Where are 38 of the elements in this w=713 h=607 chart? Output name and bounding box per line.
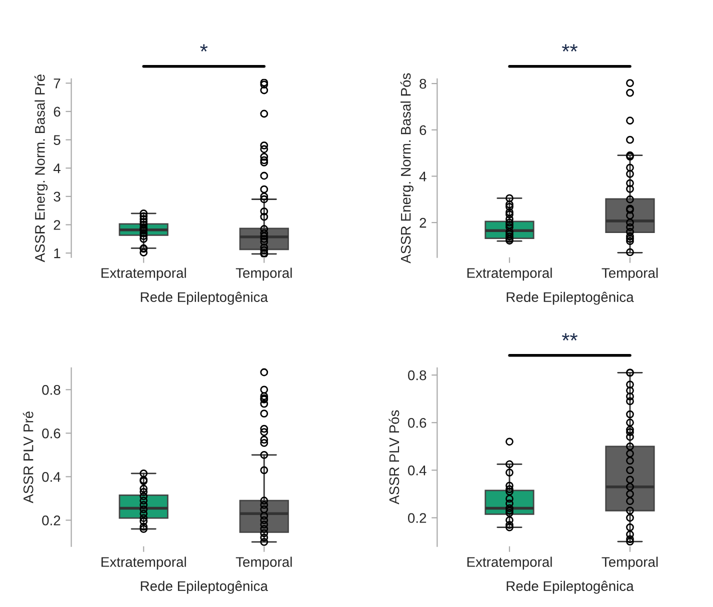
y-tick-label: 7 xyxy=(54,78,60,88)
x-tick-label: Extratemporal xyxy=(467,268,552,281)
y-tick-label: 0.8 xyxy=(42,384,60,395)
y-axis-title: ASSR Energ. Norm. Basal Pré xyxy=(34,74,48,262)
y-tick-label: 0.8 xyxy=(408,370,426,380)
y-tick-label: 0.6 xyxy=(408,418,426,428)
y-axis-title: ASSR PLV Pós xyxy=(388,410,400,504)
y-tick-label: 8 xyxy=(420,78,426,89)
x-tick-label: Extratemporal xyxy=(467,556,552,570)
y-tick-label: 0.6 xyxy=(42,428,60,438)
y-tick-label: 6 xyxy=(420,125,426,136)
y-tick-label: 3 xyxy=(54,192,60,202)
y-tick-label: 0.4 xyxy=(42,472,60,482)
y-tick-label: 4 xyxy=(419,172,426,182)
text: ** xyxy=(562,333,578,341)
x-tick-label: Extratemporal xyxy=(102,556,186,570)
y-tick-label: 0.4 xyxy=(408,466,426,476)
x-axis-title: Rede Epileptogênica xyxy=(506,292,634,305)
y-tick-label: 0.2 xyxy=(42,516,60,526)
y-tick-label: 2 xyxy=(420,218,426,228)
x-axis-title: Rede Epileptogênica xyxy=(140,580,268,594)
x-tick-label: Temporal xyxy=(602,268,658,281)
y-tick-label: 4 xyxy=(53,164,60,174)
x-tick-label: Extratemporal xyxy=(102,268,186,281)
y-tick-label: 5 xyxy=(54,135,60,145)
y-tick-label: 1 xyxy=(54,248,60,258)
y-tick-label: 6 xyxy=(54,106,60,117)
x-tick-label: Temporal xyxy=(236,268,292,281)
y-axis-title: ASSR PLV Pré xyxy=(22,412,34,504)
y-axis-title: ASSR Energ. Norm. Basal Pós xyxy=(400,73,414,264)
text: ** xyxy=(562,44,578,52)
x-tick-label: Temporal xyxy=(236,556,292,570)
x-axis-title: Rede Epileptogênica xyxy=(140,292,268,305)
y-tick-label: 0.2 xyxy=(408,513,426,523)
x-axis-title: Rede Epileptogênica xyxy=(506,580,634,594)
x-tick-label: Temporal xyxy=(602,556,658,570)
y-tick-label: 2 xyxy=(54,220,60,230)
text: * xyxy=(200,44,208,52)
